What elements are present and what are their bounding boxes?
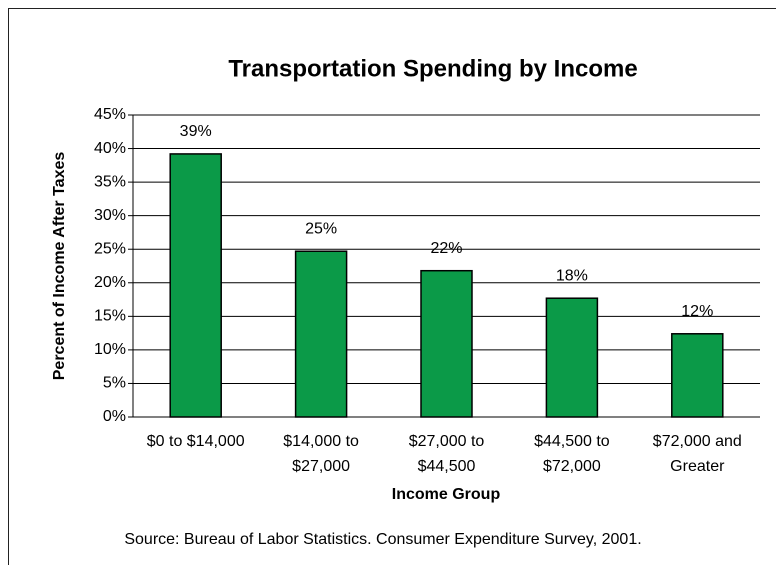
x-tick-label: $44,500 to $72,000	[534, 433, 610, 475]
chart-title: Transportation Spending by Income	[228, 55, 637, 82]
y-tick-label: 25%	[94, 240, 126, 257]
y-tick-label: 0%	[103, 408, 126, 425]
data-label: 25%	[305, 220, 337, 237]
source-note: Source: Bureau of Labor Statistics. Cons…	[124, 531, 641, 548]
y-tick-label: 5%	[103, 375, 126, 392]
bar	[671, 333, 724, 418]
y-tick-label: 30%	[94, 207, 126, 224]
data-label: 12%	[681, 303, 713, 320]
x-tick-label: $0 to $14,000	[147, 433, 245, 450]
x-tick-label: $14,000 to $27,000	[283, 433, 359, 475]
y-tick-label: 20%	[94, 274, 126, 291]
data-label: 39%	[180, 123, 212, 140]
bar	[169, 153, 222, 418]
bar	[420, 269, 473, 418]
bar	[294, 250, 348, 418]
y-tick-label: 35%	[94, 173, 126, 190]
y-tick-label: 10%	[94, 341, 126, 358]
data-label: 18%	[556, 267, 588, 284]
y-axis-title: Percent of Income After Taxes	[51, 152, 68, 381]
data-label: 22%	[430, 240, 462, 257]
chart-border	[8, 8, 776, 565]
y-tick-label: 15%	[94, 308, 126, 325]
x-axis-title: Income Group	[392, 486, 501, 503]
y-tick-label: 40%	[94, 140, 126, 157]
bar	[545, 297, 599, 418]
y-tick-label: 45%	[94, 106, 126, 123]
x-tick-label: $72,000 and Greater	[653, 433, 742, 475]
x-tick-label: $27,000 to $44,500	[409, 433, 485, 475]
